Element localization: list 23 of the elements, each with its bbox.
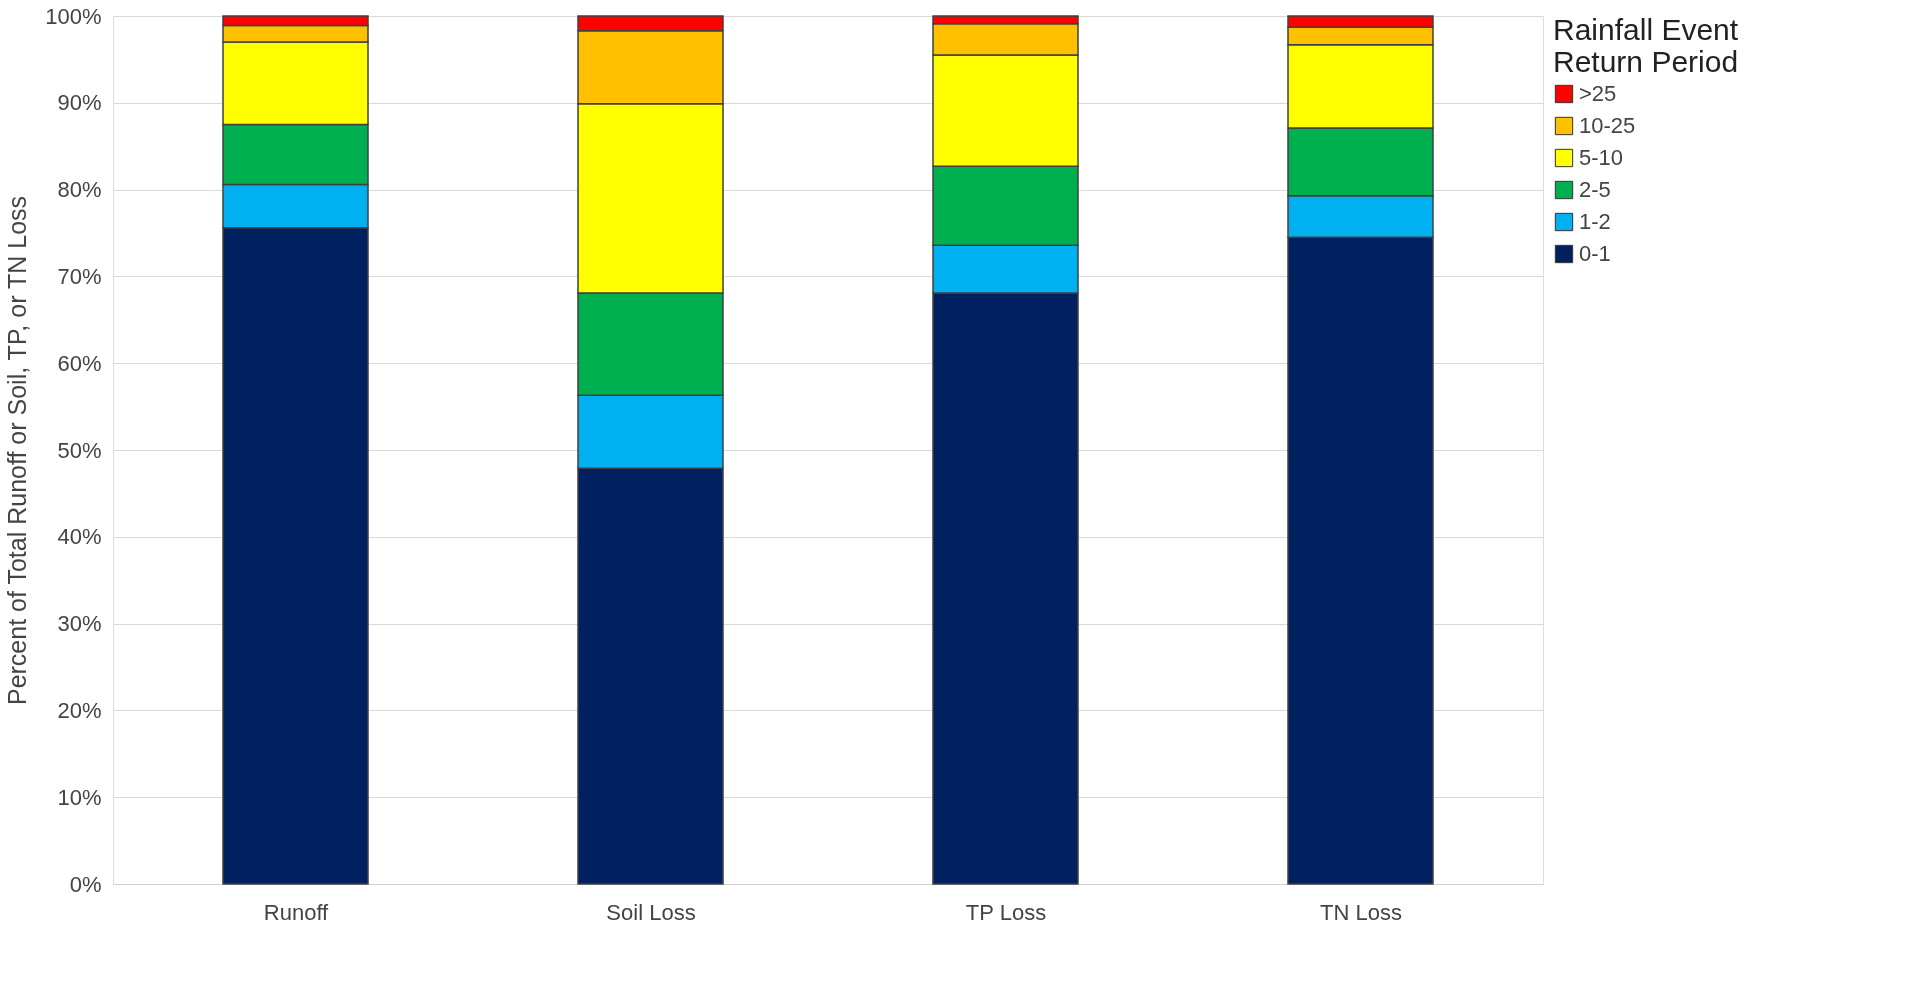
x-tick-label: TN Loss bbox=[1320, 899, 1402, 925]
y-axis-title: Percent of Total Runoff or Soil, TP, or TN Loss bbox=[3, 195, 32, 706]
x-tick-label: Runoff bbox=[263, 899, 330, 925]
y-tick-label: 30% bbox=[57, 611, 102, 637]
legend-label: 1-2 bbox=[1579, 209, 1611, 234]
y-tick-label: 40% bbox=[57, 524, 102, 550]
y-tick-label: 10% bbox=[57, 784, 102, 810]
y-tick-label: 90% bbox=[57, 90, 102, 116]
y-tick-label: 80% bbox=[57, 177, 102, 203]
legend-title: Rainfall Event Return Period bbox=[1553, 13, 1739, 78]
x-tick-label: Soil Loss bbox=[606, 899, 696, 925]
legend-label: 2-5 bbox=[1579, 177, 1611, 202]
y-tick-label: 70% bbox=[57, 263, 102, 289]
y-tick-label: 60% bbox=[57, 350, 102, 376]
legend-label: 10-25 bbox=[1579, 113, 1636, 138]
legend-label: 5-10 bbox=[1579, 145, 1624, 170]
y-tick-label: 20% bbox=[57, 697, 102, 723]
legend-label: 0-1 bbox=[1579, 241, 1611, 266]
legend-label: >25 bbox=[1579, 81, 1617, 106]
y-tick-label: 50% bbox=[57, 437, 102, 463]
y-tick-label: 0% bbox=[69, 871, 102, 897]
y-tick-label: 100% bbox=[45, 3, 102, 29]
x-tick-label: TP Loss bbox=[965, 899, 1047, 925]
